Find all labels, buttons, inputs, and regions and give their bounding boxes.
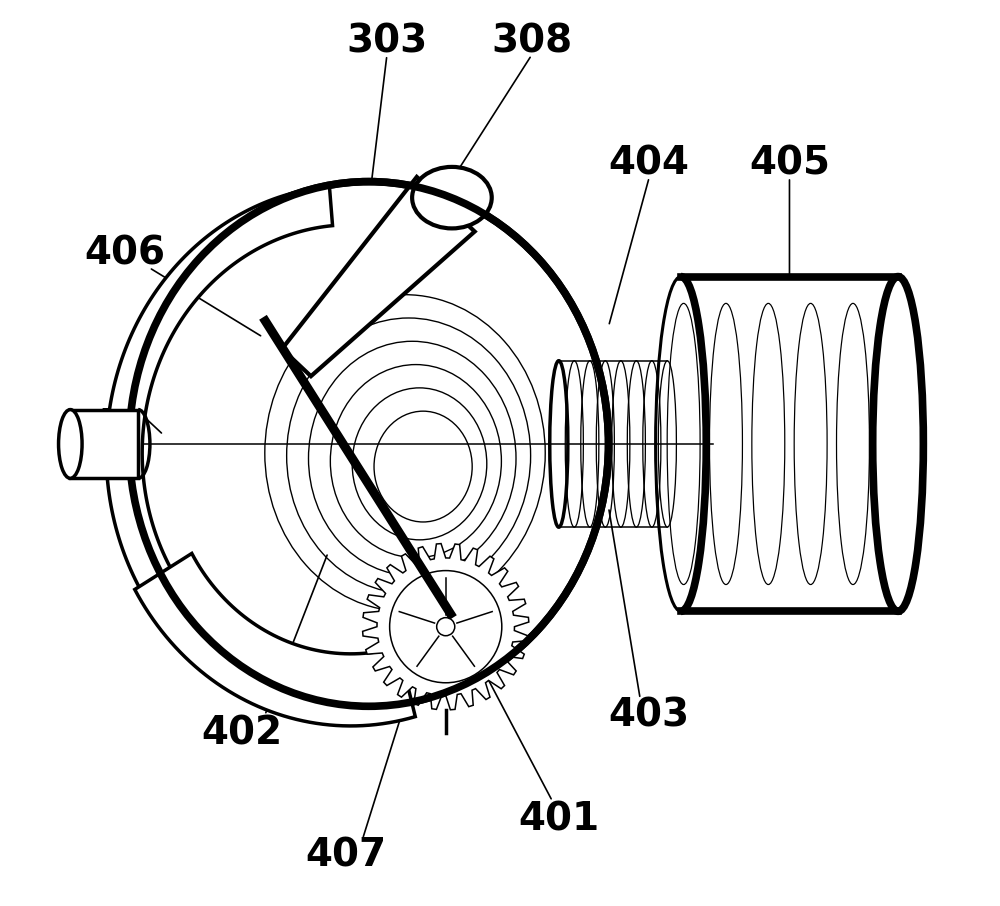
Text: 7: 7 xyxy=(99,407,126,445)
Text: 303: 303 xyxy=(346,23,428,61)
Text: 407: 407 xyxy=(306,836,387,874)
Ellipse shape xyxy=(59,410,82,478)
Ellipse shape xyxy=(873,276,923,612)
Ellipse shape xyxy=(437,618,455,636)
Text: 406: 406 xyxy=(84,235,165,273)
Polygon shape xyxy=(363,544,529,709)
Text: 405: 405 xyxy=(749,145,830,182)
Ellipse shape xyxy=(129,181,609,707)
Text: 403: 403 xyxy=(609,697,690,735)
Ellipse shape xyxy=(412,167,492,228)
Bar xyxy=(681,276,898,612)
Ellipse shape xyxy=(390,571,502,683)
Text: 308: 308 xyxy=(491,23,572,61)
Polygon shape xyxy=(106,187,333,685)
Text: 402: 402 xyxy=(202,715,283,752)
Bar xyxy=(70,410,138,478)
Text: 404: 404 xyxy=(609,145,690,182)
Polygon shape xyxy=(135,554,415,726)
Polygon shape xyxy=(282,177,475,376)
Text: 401: 401 xyxy=(518,800,599,838)
